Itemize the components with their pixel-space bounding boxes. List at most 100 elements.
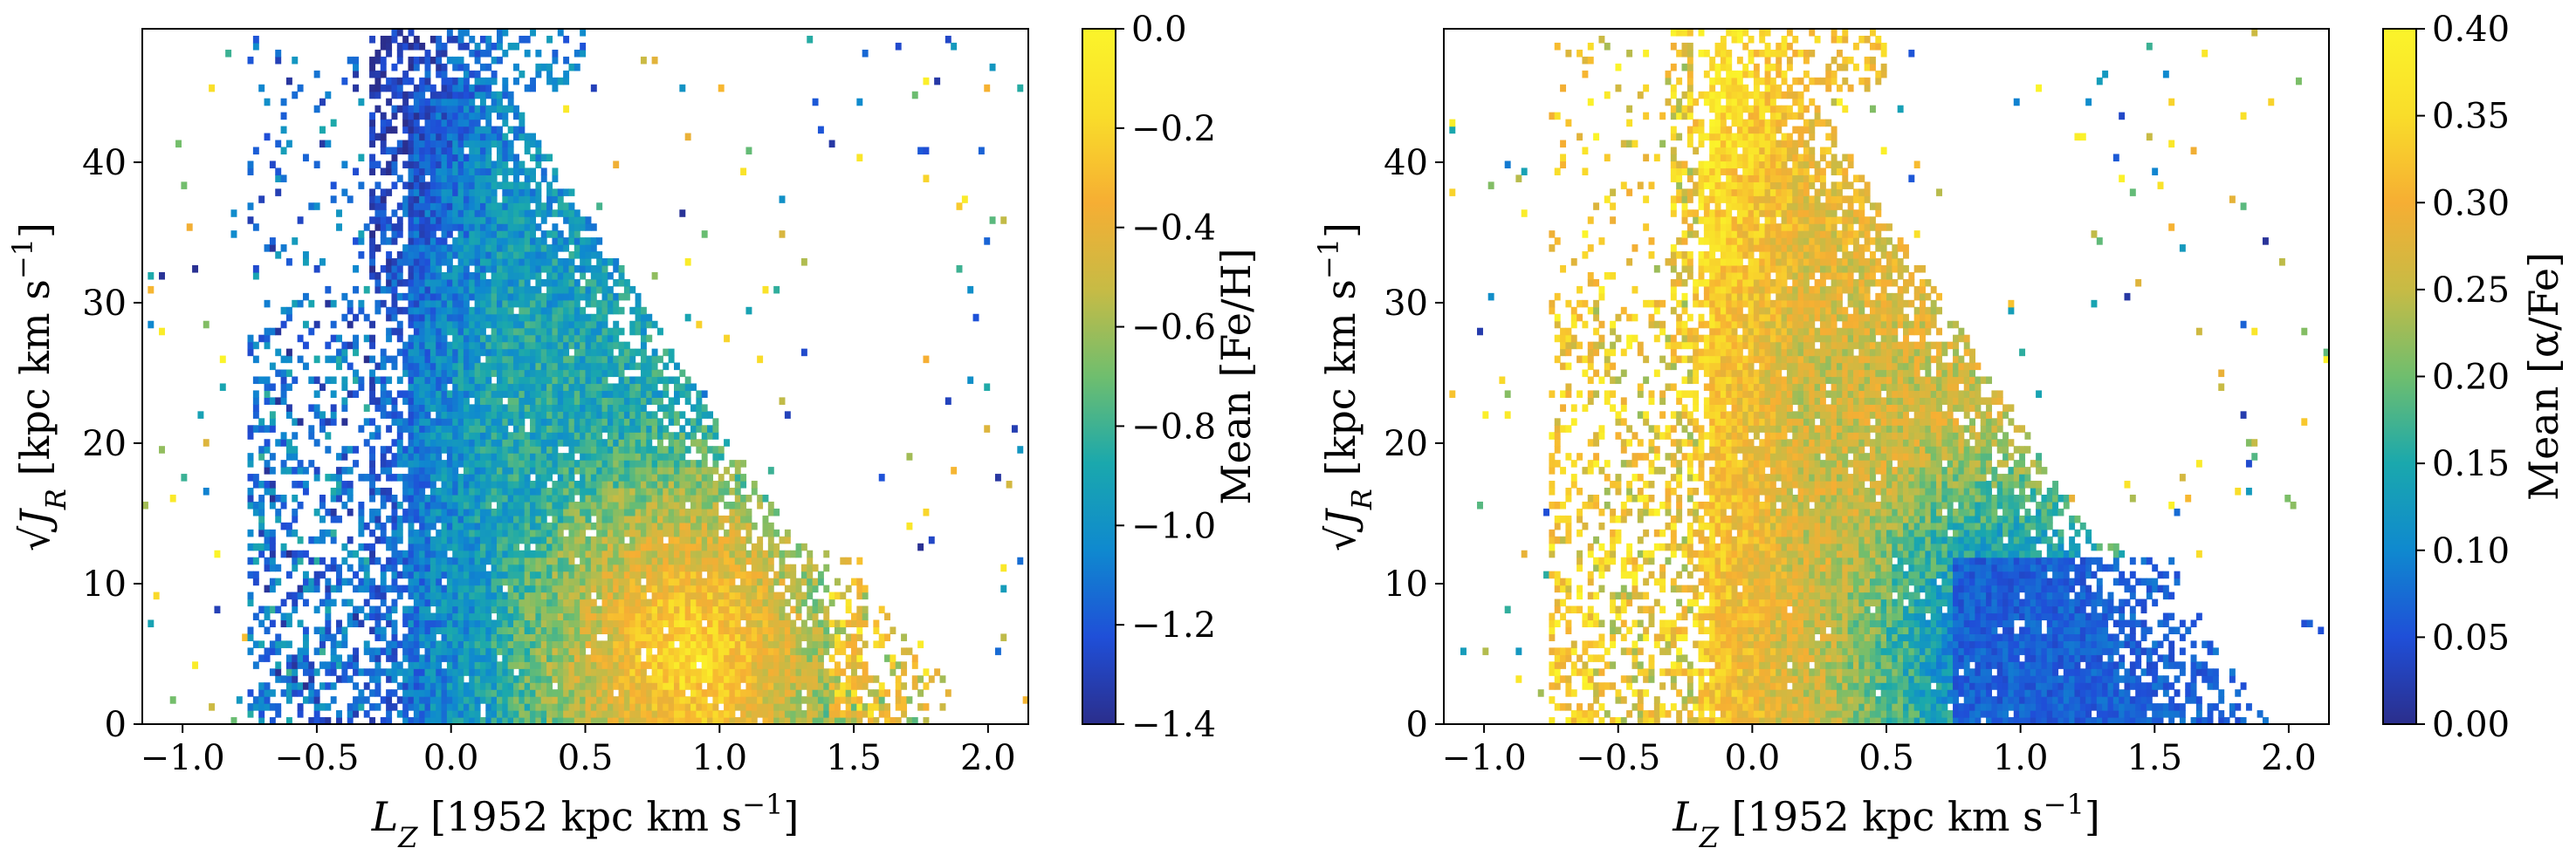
heatmap-cell [436, 334, 443, 343]
heatmap-cell [696, 508, 703, 516]
heatmap-cell [424, 63, 431, 72]
heatmap-cell [463, 348, 470, 357]
heatmap-cell [485, 161, 492, 168]
heatmap-cell [491, 467, 498, 475]
heatmap-cell [530, 633, 536, 641]
heatmap-cell [640, 689, 647, 697]
heatmap-cell [258, 654, 265, 662]
heatmap-cell [663, 598, 670, 607]
heatmap-cell [530, 682, 536, 690]
heatmap-cell [424, 592, 431, 600]
heatmap-cell [429, 119, 436, 127]
heatmap-cell [513, 341, 519, 350]
heatmap-cell [607, 501, 614, 510]
heatmap-cell [408, 168, 415, 175]
heatmap-cell [580, 29, 587, 37]
heatmap-cell [690, 578, 697, 586]
heatmap-cell [479, 717, 486, 725]
heatmap-cell [463, 362, 470, 371]
heatmap-cell [175, 140, 182, 148]
heatmap-cell [568, 432, 575, 440]
heatmap-cell [402, 446, 409, 454]
heatmap-cell [623, 285, 630, 294]
heatmap-cell [463, 334, 470, 343]
heatmap-cell [663, 376, 670, 385]
heatmap-cell [380, 647, 387, 655]
heatmap-cell [585, 439, 592, 447]
heatmap-cell [446, 453, 453, 461]
heatmap-cell [446, 571, 453, 579]
heatmap-cell [380, 529, 387, 537]
heatmap-cell [568, 285, 575, 294]
heatmap-cell [640, 508, 647, 516]
heatmap-cell [441, 633, 448, 641]
heatmap-cell [419, 661, 426, 669]
heatmap-cell [513, 251, 519, 259]
heatmap-cell [563, 515, 570, 523]
heatmap-cell [485, 578, 492, 586]
heatmap-cell [446, 488, 453, 496]
heatmap-cell [408, 578, 415, 586]
heatmap-cell [651, 640, 658, 648]
heatmap-cell [436, 154, 443, 162]
heatmap-cell [148, 619, 155, 628]
heatmap-cell [629, 598, 636, 607]
heatmap-cell [513, 216, 519, 224]
heatmap-cell [419, 488, 426, 496]
heatmap-cell [297, 481, 304, 489]
heatmap-cell [491, 348, 498, 357]
heatmap-cell [380, 230, 387, 238]
heatmap-cell [552, 717, 559, 725]
heatmap-cell [474, 168, 481, 175]
heatmap-cell [535, 488, 542, 496]
heatmap-cell [674, 494, 680, 503]
heatmap-cell [646, 585, 653, 593]
heatmap-cell [402, 668, 409, 676]
heatmap-cell [585, 626, 592, 634]
heatmap-cell [574, 633, 580, 641]
heatmap-cell [524, 188, 531, 196]
heatmap-cell [656, 446, 663, 454]
heatmap-cell [690, 654, 697, 662]
heatmap-cell [336, 710, 342, 718]
heatmap-cell [429, 598, 436, 607]
heatmap-cell [557, 578, 564, 586]
heatmap-cell [507, 557, 514, 565]
heatmap-cell [457, 105, 464, 113]
heatmap-cell [280, 147, 287, 155]
heatmap-cell [491, 626, 498, 634]
heatmap-cell [574, 362, 580, 371]
heatmap-cell [457, 668, 464, 676]
heatmap-cell [313, 411, 320, 419]
heatmap-cell [302, 578, 309, 586]
heatmap-cell [568, 557, 575, 565]
heatmap-cell [269, 467, 276, 475]
heatmap-cell [585, 432, 592, 440]
heatmap-cell [640, 341, 647, 350]
heatmap-cell [663, 668, 670, 676]
heatmap-cell [563, 661, 570, 669]
heatmap-cell [629, 675, 636, 683]
heatmap-cell [485, 633, 492, 641]
heatmap-cell [402, 161, 409, 168]
heatmap-cell [585, 355, 592, 364]
heatmap-cell [408, 481, 415, 489]
heatmap-cell [446, 446, 453, 454]
heatmap-cell [452, 244, 459, 252]
heatmap-cell [497, 161, 503, 168]
heatmap-cell [408, 390, 415, 399]
heatmap-cell [613, 362, 620, 371]
heatmap-cell [436, 209, 443, 217]
heatmap-cell [446, 654, 453, 662]
heatmap-cell [413, 550, 420, 558]
heatmap-cell [513, 285, 519, 294]
heatmap-cell [568, 446, 575, 454]
heatmap-cell [463, 77, 470, 86]
heatmap-cell [524, 585, 531, 593]
heatmap-cell [292, 237, 299, 245]
heatmap-cell [479, 605, 486, 614]
heatmap-cell [651, 557, 658, 565]
heatmap-cell [563, 619, 570, 628]
heatmap-cell [679, 578, 686, 586]
heatmap-cell [646, 654, 653, 662]
